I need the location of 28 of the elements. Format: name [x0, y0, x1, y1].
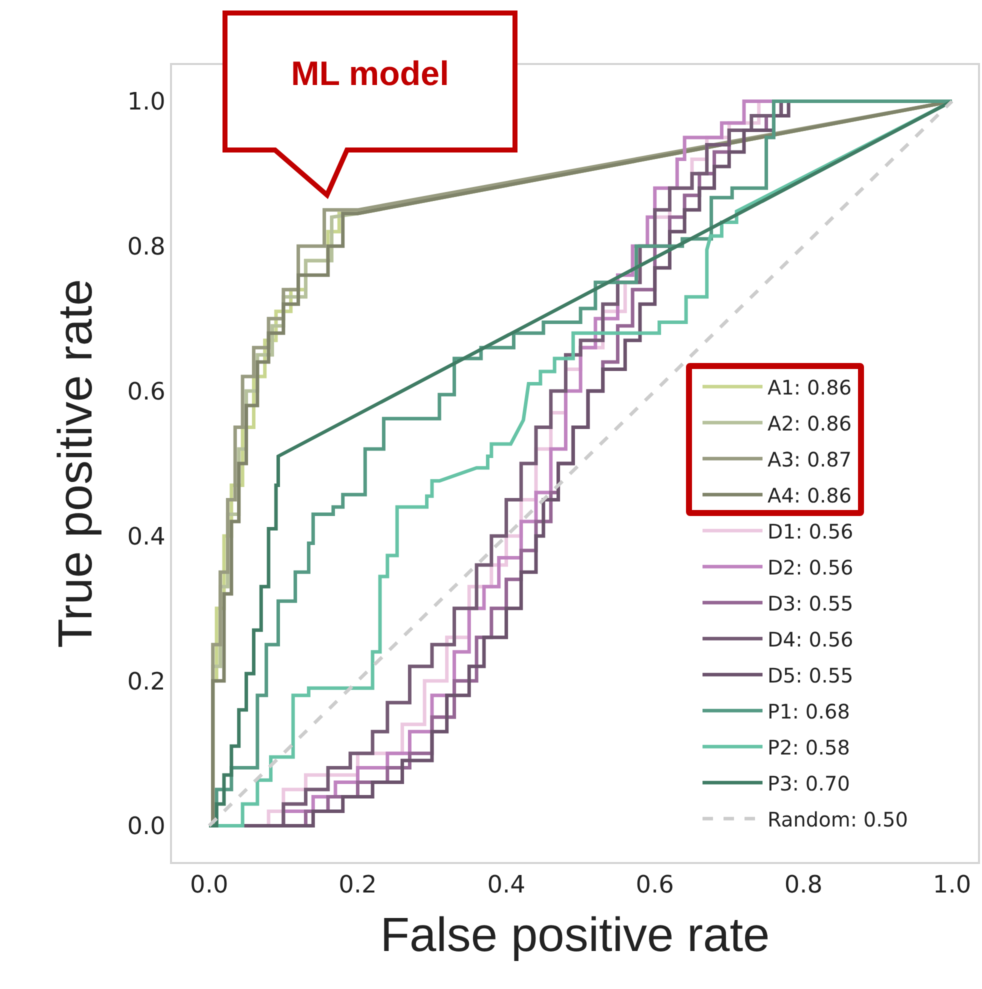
x-tick-label: 0.2 — [338, 870, 377, 899]
x-tick-label: 1.0 — [932, 870, 972, 899]
legend-label: P2: 0.58 — [768, 735, 850, 760]
legend-label: D2: 0.56 — [768, 555, 854, 580]
legend-label: D3: 0.55 — [768, 591, 854, 616]
legend-label: D4: 0.56 — [768, 627, 854, 652]
y-tick-label: 0.2 — [127, 667, 166, 696]
x-tick-label: 0.6 — [636, 870, 674, 899]
legend-label: A1: 0.86 — [768, 375, 852, 400]
legend-label: D1: 0.56 — [768, 519, 854, 544]
x-tick-label: 0.4 — [487, 870, 526, 899]
y-axis-title: True positive rate — [49, 278, 102, 648]
legend-label: A3: 0.87 — [768, 447, 852, 472]
legend-label: D5: 0.55 — [768, 663, 854, 688]
y-tick-label: 0.6 — [127, 377, 166, 406]
y-tick-label: 0.4 — [127, 522, 166, 550]
legend-label: P3: 0.70 — [768, 771, 850, 796]
y-tick-label: 1.0 — [127, 88, 166, 116]
y-tick-label: 0.8 — [127, 232, 166, 261]
x-tick-label: 0.8 — [784, 870, 823, 899]
legend-label: A4: 0.86 — [768, 483, 852, 508]
x-tick-label: 0.0 — [190, 870, 228, 899]
x-axis-title: False positive rate — [380, 909, 770, 962]
legend-label: P1: 0.68 — [768, 699, 850, 724]
annotation: ML model — [290, 55, 450, 94]
legend-label: A2: 0.86 — [768, 411, 852, 436]
legend-label: Random: 0.50 — [768, 807, 908, 832]
y-tick-label: 0.0 — [127, 812, 166, 840]
